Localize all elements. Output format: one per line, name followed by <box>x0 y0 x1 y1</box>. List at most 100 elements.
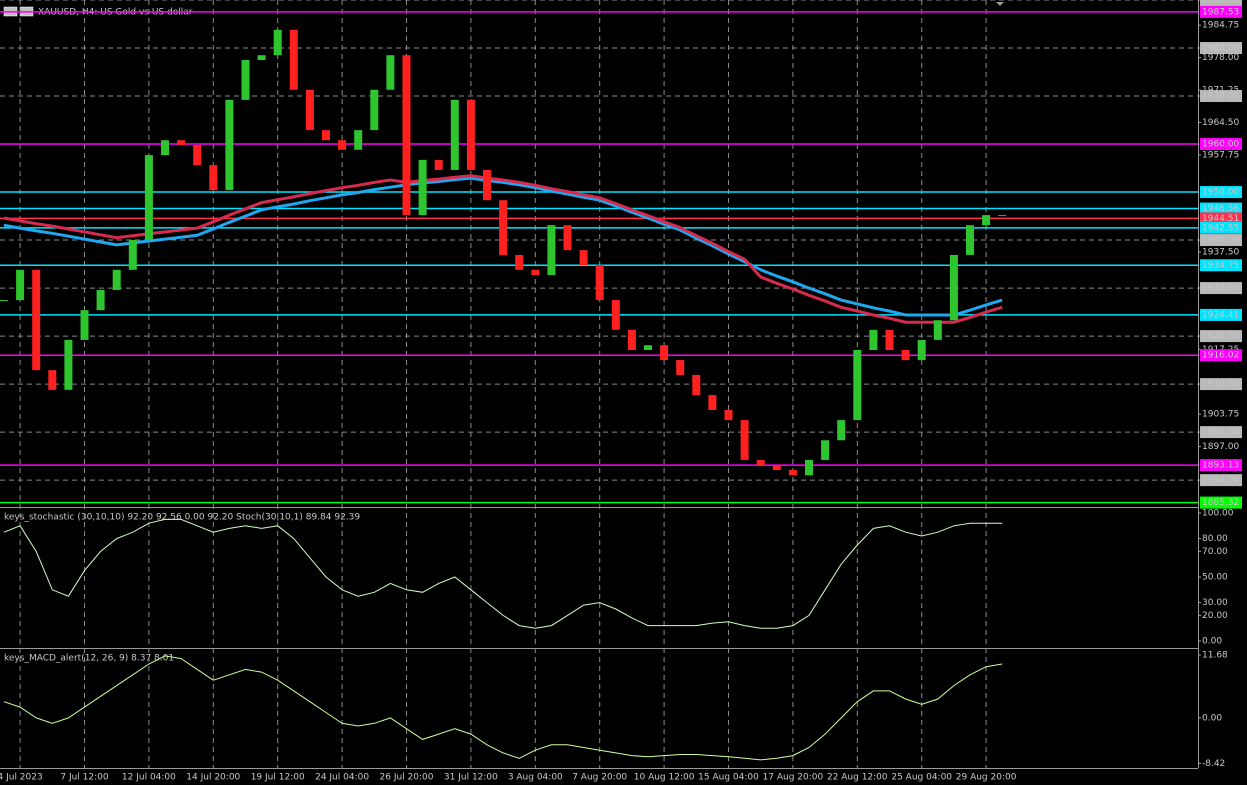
y-tick-label: 1897.00 <box>1202 442 1239 452</box>
level-label: 1916.02 <box>1202 351 1239 361</box>
x-tick-label: 7 Aug 20:00 <box>572 773 627 783</box>
candle <box>161 140 169 156</box>
y-tick-label: 0.00 <box>1202 713 1222 723</box>
candle <box>370 89 379 131</box>
y-tick-label: 1978.00 <box>1202 53 1239 63</box>
candle <box>434 159 443 170</box>
y-tick-label: 1890.00 <box>1202 476 1239 486</box>
candle <box>644 345 652 351</box>
x-tick-label: 24 Jul 04:00 <box>315 773 369 783</box>
level-box <box>1200 202 1242 215</box>
y-tick-label: 100.00 <box>1202 508 1234 518</box>
tick-box <box>1200 42 1242 55</box>
y-tick-label: -8.42 <box>1202 759 1225 769</box>
level-box <box>1200 186 1242 199</box>
y-tick-label: 1984.75 <box>1202 21 1239 31</box>
level-label: 1924.41 <box>1202 310 1239 320</box>
candle <box>611 300 620 330</box>
candle <box>305 89 314 131</box>
y-tick-label: 20.00 <box>1202 611 1228 621</box>
candle <box>273 29 282 56</box>
x-tick-label: 26 Jul 20:00 <box>380 773 434 783</box>
x-tick-label: 7 Jul 12:00 <box>60 773 109 783</box>
y-tick-label: 1900.00 <box>1202 428 1239 438</box>
candle <box>966 225 974 255</box>
x-tick-label: 4 Jul 2023 <box>0 773 43 783</box>
level-label: 1942.55 <box>1202 223 1239 233</box>
candle <box>772 465 781 471</box>
x-tick-label: 22 Aug 12:00 <box>827 773 888 783</box>
candle <box>901 350 910 361</box>
candle <box>998 215 1007 217</box>
candle <box>209 165 218 191</box>
tick-box <box>1200 234 1242 247</box>
candle <box>563 225 572 251</box>
level-label: 1946.56 <box>1202 204 1239 214</box>
candle <box>354 130 363 150</box>
candle <box>418 159 427 216</box>
candle <box>949 254 958 321</box>
level-label: 1950.00 <box>1202 188 1239 198</box>
candle <box>80 310 89 340</box>
y-tick-label: 0.00 <box>1202 636 1222 646</box>
candle <box>531 269 540 276</box>
y-tick-label: 30.00 <box>1202 598 1228 608</box>
candle <box>386 55 395 90</box>
candle <box>853 350 862 421</box>
y-tick-label: 1980.00 <box>1202 44 1239 54</box>
candle <box>322 130 330 141</box>
level-box <box>1200 212 1242 225</box>
level-label: 1885.32 <box>1202 498 1239 508</box>
candle <box>128 240 137 270</box>
candle <box>515 254 524 270</box>
y-tick-label: 1930.00 <box>1202 284 1239 294</box>
candle <box>193 144 202 166</box>
candle <box>338 140 347 150</box>
candle <box>225 99 234 191</box>
level-label: 1960.00 <box>1202 140 1239 150</box>
tick-box <box>1200 0 1242 6</box>
candle <box>257 55 266 61</box>
candle <box>756 459 765 466</box>
candle <box>805 459 813 476</box>
indicator-line <box>3 174 1003 324</box>
y-tick-label: 50.00 <box>1202 572 1228 582</box>
x-tick-label: 15 Aug 04:00 <box>698 773 759 783</box>
candle <box>32 269 41 371</box>
candle <box>869 329 878 351</box>
tick-box <box>1200 474 1242 487</box>
candle <box>547 225 556 276</box>
tick-box <box>1200 330 1242 343</box>
indicator-line <box>3 176 1003 317</box>
candle <box>177 140 186 145</box>
candle <box>402 55 411 216</box>
candle <box>885 329 894 351</box>
tick-box <box>1200 426 1242 439</box>
shift-marker <box>996 2 1004 6</box>
y-tick-label: 11.68 <box>1202 650 1228 660</box>
y-tick-label: 1957.75 <box>1202 150 1239 160</box>
x-tick-label: 25 Aug 04:00 <box>891 773 952 783</box>
candle <box>48 370 57 390</box>
candle <box>595 265 604 301</box>
indicator-title: keys_stochastic (30,10,10) 92.20 92.56 0… <box>4 513 360 523</box>
candle <box>933 320 942 340</box>
candle <box>144 155 153 241</box>
x-tick-label: 19 Jul 12:00 <box>251 773 305 783</box>
y-tick-label: 1990.00 <box>1202 0 1239 6</box>
x-tick-label: 17 Aug 20:00 <box>763 773 824 783</box>
y-tick-label: 1937.50 <box>1202 248 1239 258</box>
y-tick-label: 1910.00 <box>1202 380 1239 390</box>
level-box <box>1200 459 1242 472</box>
level-box <box>1200 221 1242 234</box>
x-tick-label: 12 Jul 04:00 <box>122 773 176 783</box>
tick-box <box>1200 90 1242 103</box>
candle <box>450 99 459 170</box>
candle <box>16 269 25 301</box>
candle <box>917 339 926 361</box>
level-label: 1934.75 <box>1202 261 1239 271</box>
candle <box>627 329 636 351</box>
y-tick-label: 80.00 <box>1202 534 1228 544</box>
